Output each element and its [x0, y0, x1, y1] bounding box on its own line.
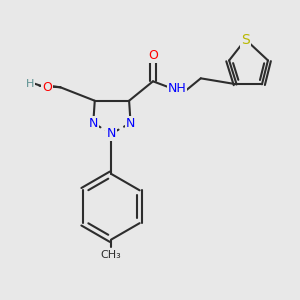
Text: S: S	[241, 32, 250, 46]
Text: N: N	[88, 117, 98, 130]
Text: N: N	[106, 127, 116, 140]
Text: O: O	[42, 81, 52, 94]
Text: H: H	[26, 79, 34, 89]
Text: O: O	[148, 50, 158, 62]
Text: CH₃: CH₃	[101, 250, 122, 260]
Text: N: N	[126, 117, 135, 130]
Text: NH: NH	[167, 82, 186, 95]
